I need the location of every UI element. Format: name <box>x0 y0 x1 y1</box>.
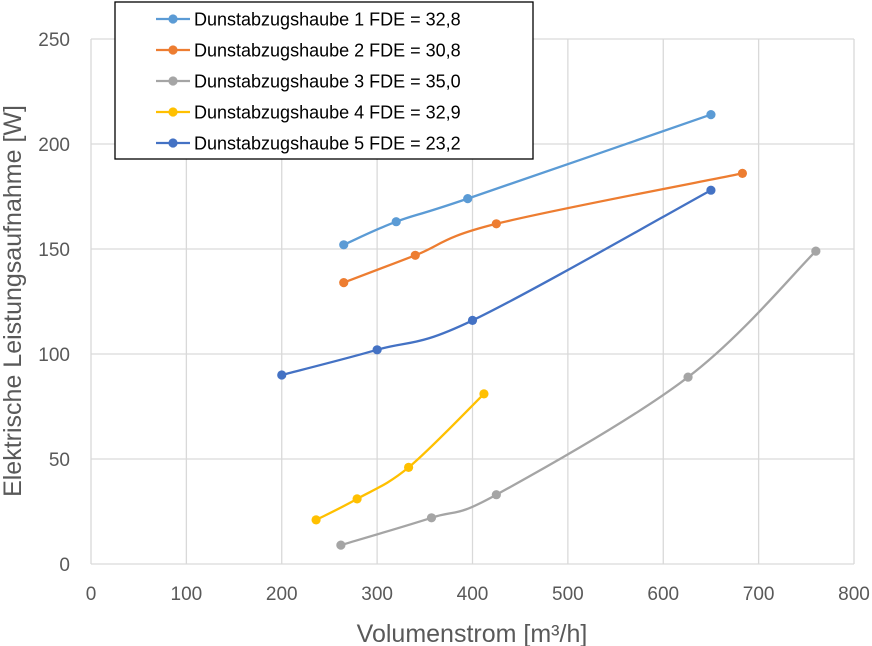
y-tick-label: 150 <box>38 240 70 261</box>
legend-label: Dunstabzugshaube 3 FDE = 35,0 <box>194 72 461 92</box>
x-tick-label: 200 <box>266 584 298 605</box>
data-point <box>479 389 489 399</box>
y-tick-labels: 0 50 100 150 200 250 <box>38 30 70 576</box>
series-line <box>343 113 712 246</box>
data-point <box>352 494 362 504</box>
data-point <box>339 240 349 250</box>
data-point <box>463 194 473 204</box>
legend-marker <box>168 14 178 24</box>
series-5 <box>277 185 716 380</box>
data-point <box>410 250 420 260</box>
data-point <box>372 345 382 355</box>
data-point <box>737 168 748 178</box>
data-point <box>683 372 693 382</box>
legend-label: Dunstabzugshaube 4 FDE = 32,9 <box>194 103 461 123</box>
legend-entry-4: Dunstabzugshaube 4 FDE = 32,9 <box>156 103 461 123</box>
x-axis-title: Volumenstrom [m³/h] <box>357 620 588 646</box>
series-line <box>315 393 485 521</box>
legend: Dunstabzugshaube 1 FDE = 32,8 Dunstabzugs… <box>114 1 534 160</box>
data-point <box>426 513 437 523</box>
y-tick-label: 0 <box>59 555 70 576</box>
y-axis-title: Elektrische Leistungsaufnahme [W] <box>0 105 27 497</box>
x-tick-label: 300 <box>361 584 393 605</box>
data-point <box>311 515 321 525</box>
data-point <box>706 110 716 120</box>
legend-marker <box>168 45 178 55</box>
data-point <box>339 278 349 288</box>
x-tick-label: 100 <box>171 584 203 605</box>
x-tick-label: 0 <box>86 584 97 605</box>
data-point <box>706 185 716 195</box>
data-point <box>467 315 478 325</box>
x-tick-label: 700 <box>743 584 775 605</box>
series-line <box>281 189 712 377</box>
x-tick-label: 500 <box>552 584 584 605</box>
data-point <box>491 219 501 229</box>
legend-entry-5: Dunstabzugshaube 5 FDE = 23,2 <box>156 134 461 154</box>
x-tick-label: 600 <box>647 584 679 605</box>
series-3 <box>336 246 821 550</box>
data-point <box>336 540 346 550</box>
x-tick-label: 800 <box>838 584 870 605</box>
data-point <box>391 217 401 227</box>
legend-entry-1: Dunstabzugshaube 1 FDE = 32,8 <box>156 10 461 30</box>
data-point <box>811 246 821 256</box>
series-line <box>343 172 743 284</box>
legend-marker <box>168 76 178 86</box>
y-tick-label: 100 <box>38 345 70 366</box>
legend-entry-2: Dunstabzugshaube 2 FDE = 30,8 <box>156 41 461 61</box>
data-point <box>403 462 414 472</box>
legend-label: Dunstabzugshaube 2 FDE = 30,8 <box>194 41 461 61</box>
series-1 <box>339 110 716 250</box>
series-line <box>340 250 817 547</box>
series-4 <box>311 389 489 525</box>
data-point <box>277 370 287 380</box>
legend-items: Dunstabzugshaube 1 FDE = 32,8 Dunstabzugs… <box>156 10 461 154</box>
x-tick-label: 400 <box>457 584 489 605</box>
y-tick-label: 50 <box>49 450 70 471</box>
legend-marker <box>168 138 178 148</box>
legend-entry-3: Dunstabzugshaube 3 FDE = 35,0 <box>156 72 461 92</box>
data-point <box>491 490 501 500</box>
y-tick-label: 250 <box>38 30 70 51</box>
series-2 <box>339 168 748 288</box>
y-tick-label: 200 <box>38 135 70 156</box>
series-layer <box>277 110 821 550</box>
legend-label: Dunstabzugshaube 1 FDE = 32,8 <box>194 10 461 30</box>
legend-label: Dunstabzugshaube 5 FDE = 23,2 <box>194 134 461 154</box>
x-tick-labels: 0 100 200 300 400 500 600 700 800 <box>86 584 870 605</box>
legend-marker <box>168 107 178 117</box>
